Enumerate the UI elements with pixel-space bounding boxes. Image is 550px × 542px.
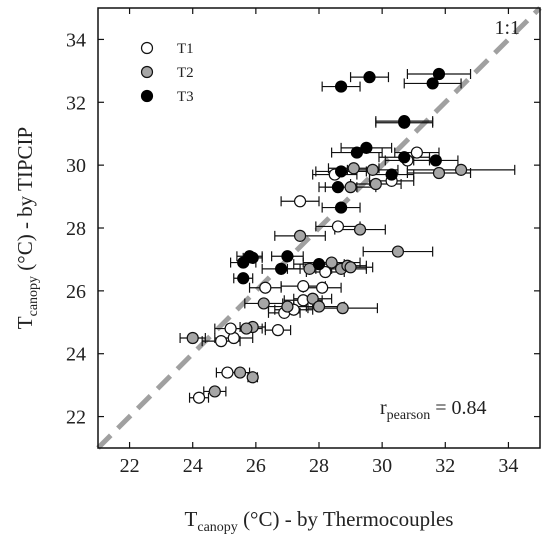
data-point-t1 (297, 280, 310, 293)
data-point-t3 (237, 272, 250, 285)
legend-marker (140, 41, 154, 55)
data-point-t3 (350, 146, 363, 159)
data-point-t3 (335, 80, 348, 93)
data-point-t2 (257, 297, 270, 310)
tick-layer: 22 24 26 28 30 32 34 22 24 26 28 30 32 34 (66, 8, 540, 477)
y-tick-label: 26 (66, 281, 86, 303)
x-tick-label: 32 (435, 455, 455, 477)
data-point-t2 (344, 181, 357, 194)
legend-label: T1 (177, 41, 194, 57)
legend-item: T1 (140, 41, 194, 57)
x-tick-label: 22 (120, 455, 140, 477)
plot-frame (97, 7, 541, 449)
x-axis-title-sub: canopy (197, 520, 237, 535)
one-to-one-line (96, 6, 542, 450)
y-axis-title-main: T (13, 316, 37, 329)
data-point-t2 (369, 177, 382, 191)
data-point-t3 (335, 201, 348, 214)
data-point-t2 (246, 371, 259, 384)
legend-label: T3 (177, 89, 194, 105)
x-tick-label: 28 (309, 455, 329, 477)
data-point-t2 (391, 245, 405, 258)
point-layer (186, 67, 468, 404)
data-point-t3 (429, 154, 442, 167)
data-point-t3 (281, 250, 294, 263)
data-point-t3 (331, 181, 345, 194)
data-point-t1 (293, 195, 307, 208)
y-tick-label: 28 (66, 218, 86, 240)
legend: T1 T2 T3 (140, 41, 194, 105)
data-point-t3 (275, 262, 288, 275)
data-point-t3 (360, 141, 373, 154)
data-point-t3 (426, 77, 439, 90)
data-point-t3 (398, 151, 411, 164)
pearson-annotation-sub: pearson (387, 408, 431, 423)
pearson-annotation: rpearson = 0.84 (380, 397, 487, 423)
legend-label: T2 (177, 65, 194, 81)
x-axis-title-main: T (185, 507, 198, 531)
x-axis-title-rest: (°C) - by Thermocouples (238, 507, 454, 531)
x-axis-title: Tcanopy (°C) - by Thermocouples (185, 507, 454, 535)
data-point-t2 (325, 256, 338, 269)
data-point-t1 (215, 335, 228, 348)
data-point-t1 (331, 220, 345, 233)
data-point-t1 (271, 324, 285, 337)
data-point-t3 (312, 258, 326, 271)
x-tick-label: 30 (372, 455, 392, 477)
data-point-t2 (303, 262, 316, 275)
data-point-t2 (240, 322, 253, 335)
data-point-t1 (259, 281, 272, 294)
y-tick-label: 30 (66, 155, 86, 177)
legend-marker (140, 89, 154, 103)
y-tick-label: 22 (66, 407, 86, 429)
data-point-t2 (233, 366, 247, 379)
data-point-t2 (347, 162, 360, 175)
legend-item: T3 (140, 89, 194, 105)
y-axis-title: Tcanopy (°C) - by TIPCIP (13, 127, 41, 329)
y-axis-title-rest: (°C) - by TIPCIP (13, 127, 37, 276)
x-tick-label: 26 (246, 455, 266, 477)
one-to-one-label: 1:1 (494, 17, 520, 39)
legend-item: T2 (140, 65, 194, 81)
reference-layer: 1:1 (96, 6, 542, 450)
x-tick-label: 34 (498, 455, 518, 477)
data-point-t2 (353, 223, 367, 236)
y-axis-title-sub: canopy (26, 276, 41, 316)
data-point-t1 (410, 146, 423, 159)
y-tick-label: 32 (66, 92, 86, 114)
x-tick-label: 24 (183, 455, 203, 477)
pearson-annotation-main: r (380, 397, 387, 419)
y-tick-label: 24 (66, 344, 86, 366)
data-point-t1 (221, 366, 234, 379)
data-point-t2 (312, 300, 326, 313)
data-point-t1 (316, 281, 329, 294)
data-point-t2 (186, 331, 199, 345)
data-point-t2 (366, 163, 379, 176)
data-point-t1 (192, 391, 206, 404)
data-point-t1 (224, 322, 237, 335)
data-point-t2 (293, 229, 307, 242)
data-point-t2 (432, 166, 446, 180)
data-point-t2 (344, 261, 357, 274)
data-point-t2 (306, 292, 319, 305)
data-point-t1 (319, 265, 332, 279)
pearson-annotation-rest: = 0.84 (430, 397, 486, 419)
y-tick-label: 34 (66, 29, 86, 51)
data-point-t2 (454, 163, 468, 176)
data-point-t3 (363, 71, 376, 84)
data-point-t3 (246, 251, 259, 264)
data-point-t3 (432, 67, 446, 81)
data-point-t2 (281, 300, 294, 313)
error-bar-layer (179, 69, 516, 403)
data-point-t2 (336, 302, 349, 315)
data-point-t3 (385, 168, 398, 181)
data-point-t2 (208, 385, 221, 398)
data-point-t3 (398, 115, 411, 128)
data-point-t3 (335, 165, 348, 178)
legend-marker (140, 65, 154, 79)
